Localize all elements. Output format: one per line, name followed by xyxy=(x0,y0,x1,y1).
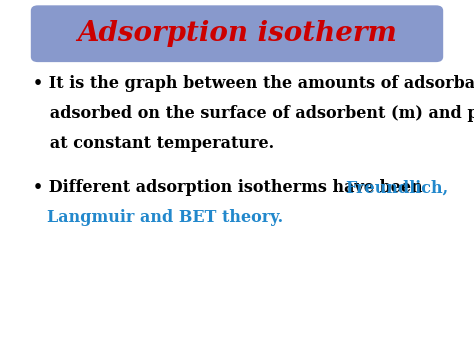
Text: adsorbed on the surface of adsorbent (m) and pressure: adsorbed on the surface of adsorbent (m)… xyxy=(33,105,474,122)
Text: Adsorption isotherm: Adsorption isotherm xyxy=(77,20,397,47)
Text: Freundlich,: Freundlich, xyxy=(345,179,448,196)
Text: at constant temperature.: at constant temperature. xyxy=(33,135,274,152)
FancyBboxPatch shape xyxy=(31,5,443,62)
Text: • Different adsorption isotherms have been: • Different adsorption isotherms have be… xyxy=(33,179,428,196)
Text: • It is the graph between the amounts of adsorbate (x): • It is the graph between the amounts of… xyxy=(33,75,474,92)
Text: Langmuir and BET theory.: Langmuir and BET theory. xyxy=(47,209,283,226)
